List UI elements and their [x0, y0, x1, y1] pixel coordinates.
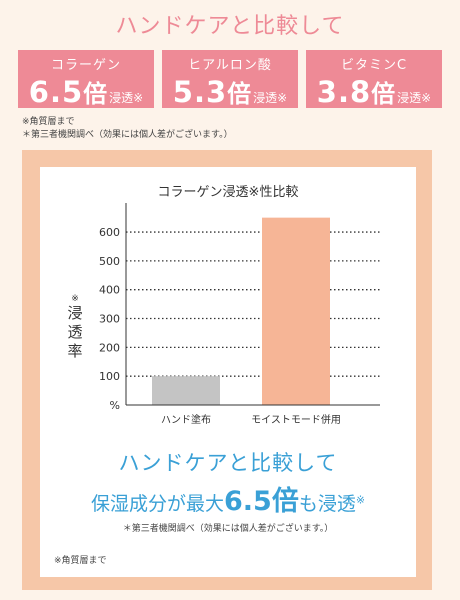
stat-value-group: 3.8倍 浸透※ — [306, 74, 442, 109]
ylabel-text: 浸透率 — [67, 304, 83, 360]
chart-panel: コラーゲン浸透※性比較 ※ 浸透率 100 200 300 400 500 600% ハンド… — [40, 167, 416, 577]
stat-value-group: 5.3倍 浸透※ — [162, 74, 298, 109]
highlight-prefix: 保湿成分が最大 — [90, 493, 224, 515]
stat-label: コラーゲン — [50, 58, 121, 73]
stat-suffix: 浸透※ — [253, 91, 288, 105]
stat-value: 3.8 — [316, 75, 372, 109]
stat-box-hyaluronic: ヒアルロン酸 5.3倍 浸透※ — [162, 50, 298, 109]
highlight-unit: 倍 — [271, 486, 299, 517]
highlight-line1: ハンドケアと比較して — [118, 451, 338, 475]
y-unit-label: % — [110, 399, 120, 412]
stat-box-collagen: コラーゲン 6.5倍 浸透※ — [18, 50, 154, 109]
y-tick-label: 100 — [99, 370, 120, 383]
highlight-mark: ※ — [355, 493, 366, 507]
note-stratum: ※角質層まで — [22, 117, 75, 127]
stat-unit: 倍 — [83, 80, 108, 108]
page-title: ハンドケアと比較して — [115, 14, 345, 39]
highlight-value: 6.5 — [223, 486, 272, 517]
stat-value-group: 6.5倍 浸透※ — [18, 74, 154, 109]
bar-chart: 100 200 300 400 500 600% ハンド塗布 モイストモード併用 — [99, 203, 380, 426]
x-category-label: ハンド塗布 — [161, 413, 211, 426]
chart-title: コラーゲン浸透※性比較 — [157, 185, 299, 200]
stat-unit: 倍 — [227, 80, 252, 108]
stat-unit: 倍 — [371, 80, 396, 108]
highlight-line2: 保湿成分が最大6.5倍も浸透※ — [40, 479, 416, 518]
footnote-stratum: ※角質層まで — [54, 556, 107, 566]
stat-label: ビタミンC — [340, 58, 408, 73]
y-tick-label: 300 — [99, 313, 120, 326]
x-category-label: モイストモード併用 — [251, 413, 341, 426]
stat-suffix: 浸透※ — [397, 91, 432, 105]
stat-value: 6.5 — [28, 75, 84, 109]
stat-value: 5.3 — [172, 75, 228, 109]
y-tick-label: 500 — [99, 255, 120, 268]
stat-box-vitamin-c: ビタミンC 3.8倍 浸透※ — [306, 50, 442, 109]
highlight-suffix: も浸透 — [298, 493, 356, 515]
source-note: ＊第三者機関調べ（効果には個人差がございます。） — [122, 524, 334, 534]
note-third-party: ＊第三者機関調べ（効果には個人差がございます。） — [22, 130, 233, 140]
bar-1 — [152, 376, 220, 405]
stat-suffix: 浸透※ — [109, 91, 144, 105]
chart-ylabel: ※ 浸透率 — [66, 295, 84, 361]
y-tick-label: 400 — [99, 284, 120, 297]
bar-2 — [262, 217, 330, 405]
ylabel-mark: ※ — [71, 294, 79, 304]
y-tick-label: 600 — [99, 226, 120, 239]
stat-label: ヒアルロン酸 — [188, 58, 272, 73]
y-tick-label: 200 — [99, 341, 120, 354]
